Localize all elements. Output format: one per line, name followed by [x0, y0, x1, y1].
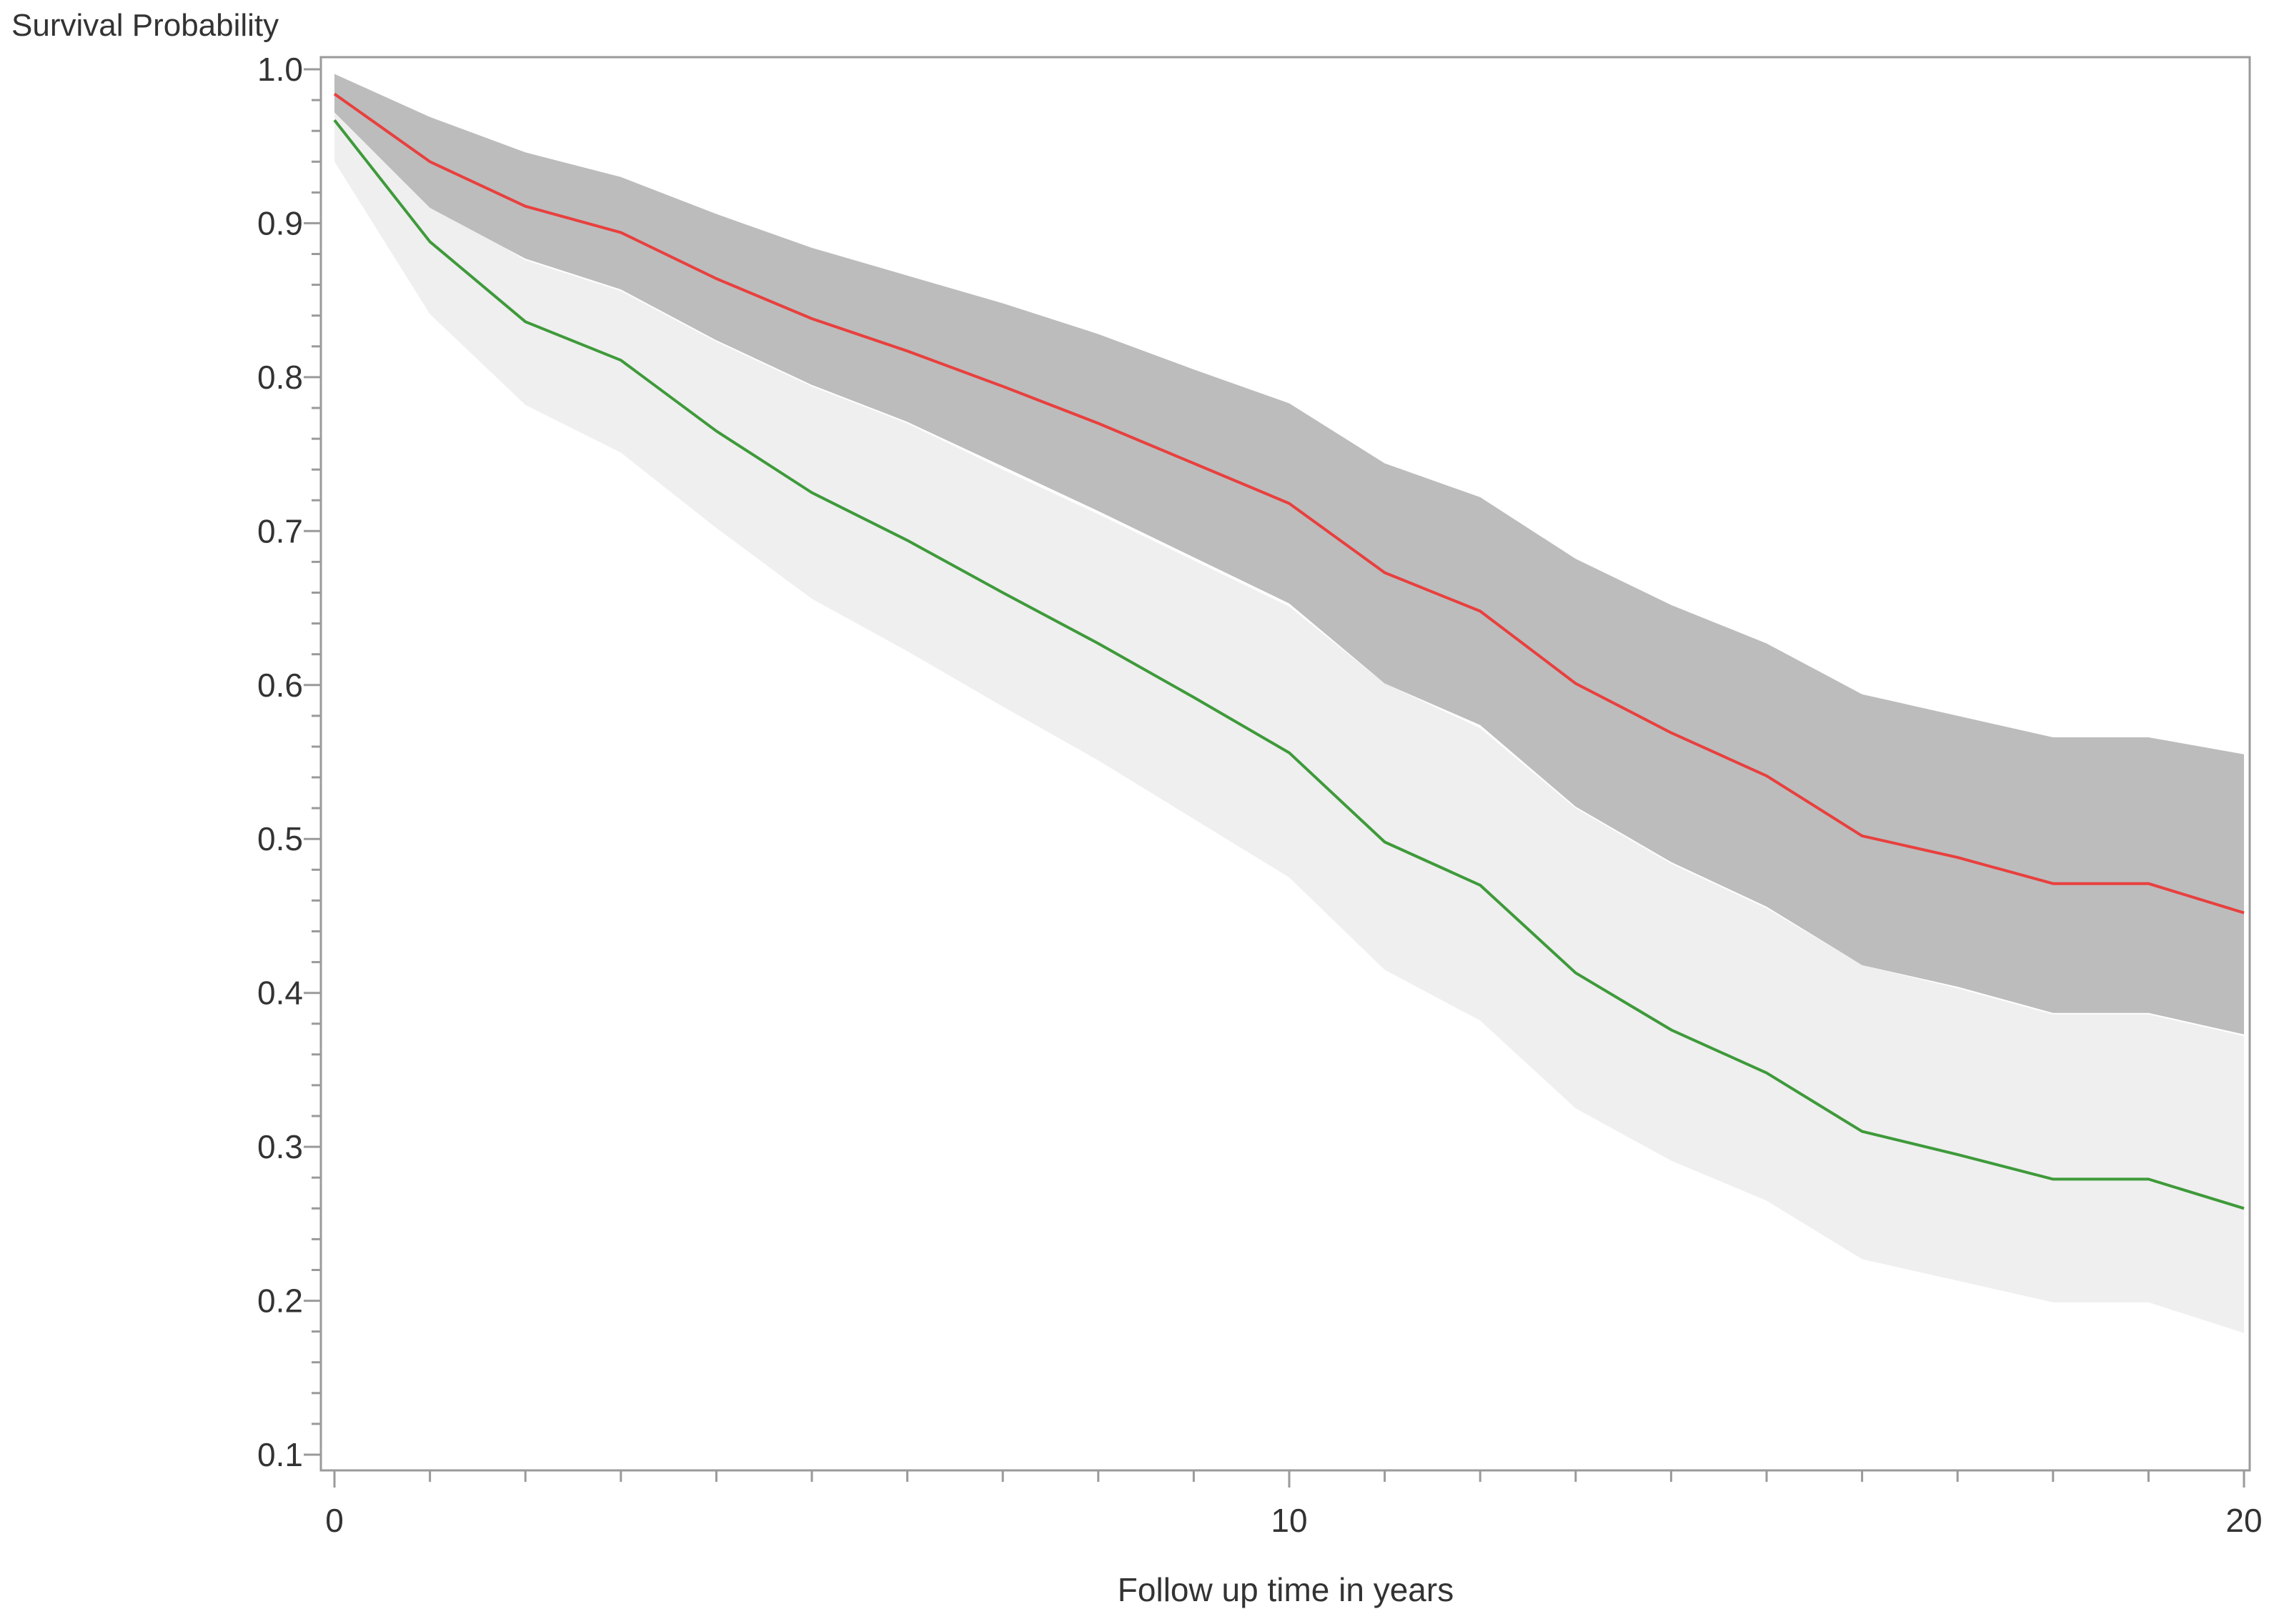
y-tick-label: 1.0 — [257, 51, 303, 88]
x-tick-label: 0 — [325, 1502, 344, 1539]
y-tick-label: 0.9 — [257, 204, 303, 241]
y-tick-label: 0.8 — [257, 359, 303, 396]
x-axis: 0 10 20 — [325, 1470, 2263, 1539]
y-tick-label: 0.2 — [257, 1282, 303, 1320]
plot-frame — [319, 56, 2251, 1472]
y-axis-label: Survival Probability — [11, 8, 279, 43]
y-tick-label: 0.3 — [257, 1128, 303, 1165]
y-tick-label: 0.7 — [257, 512, 303, 549]
y-tick-label: 0.1 — [257, 1436, 303, 1473]
y-axis: 0.1 0.2 0.3 0.4 0.5 0.6 0.7 0.8 0.9 1.0 — [257, 51, 321, 1473]
x-tick-label: 20 — [2225, 1502, 2262, 1539]
confidence-band-0 — [334, 74, 2244, 1035]
series-lines — [333, 92, 2245, 1210]
x-tick-label: 10 — [1271, 1502, 1307, 1539]
confidence-band-1 — [334, 94, 2244, 1333]
confidence-bands — [334, 74, 2244, 1333]
x-axis-label: Follow up time in years — [1118, 1571, 1454, 1608]
y-tick-label: 0.6 — [257, 667, 303, 704]
series-line-0 — [333, 92, 2245, 915]
y-tick-label: 0.5 — [257, 820, 303, 857]
series-line-1 — [333, 119, 2245, 1210]
y-tick-label: 0.4 — [257, 975, 303, 1012]
